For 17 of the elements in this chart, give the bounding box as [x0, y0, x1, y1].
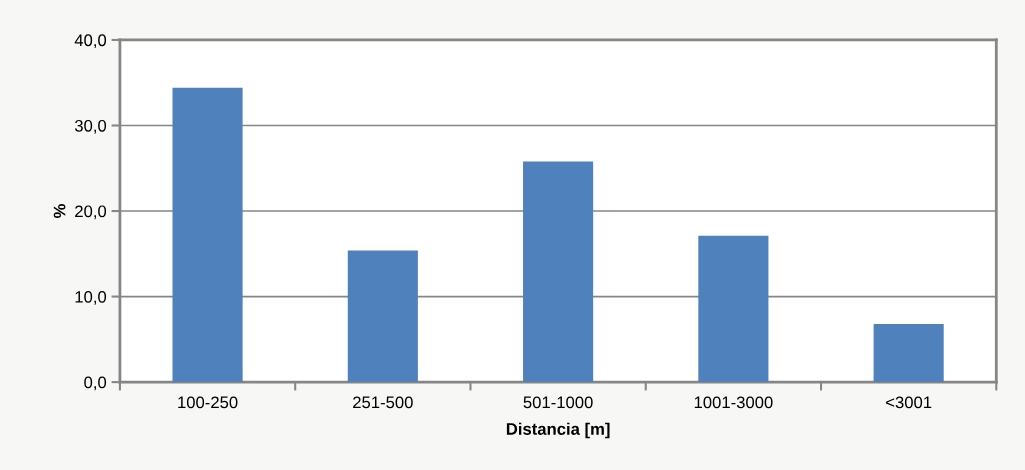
y-tick-label: 10,0 — [75, 290, 107, 305]
x-tick-label: <3001 — [886, 396, 932, 409]
y-tick-label: 40,0 — [74, 34, 107, 49]
bar — [523, 161, 594, 383]
x-tick-label: 251-500 — [353, 396, 413, 409]
bar — [347, 250, 418, 383]
x-tick-label: 1001-3000 — [694, 396, 773, 409]
x-tick-label: 501-1000 — [523, 396, 593, 409]
y-axis-title: % — [53, 204, 66, 219]
y-tick-label: 0,0 — [84, 376, 107, 391]
bar — [698, 235, 769, 383]
x-tick-label: 100-250 — [178, 396, 238, 409]
y-tick-label: 30,0 — [74, 119, 107, 134]
x-axis-title: Distancia [m] — [506, 422, 610, 439]
y-tick-label: 20,0 — [75, 205, 107, 220]
bar — [873, 323, 944, 383]
bar — [172, 87, 243, 383]
